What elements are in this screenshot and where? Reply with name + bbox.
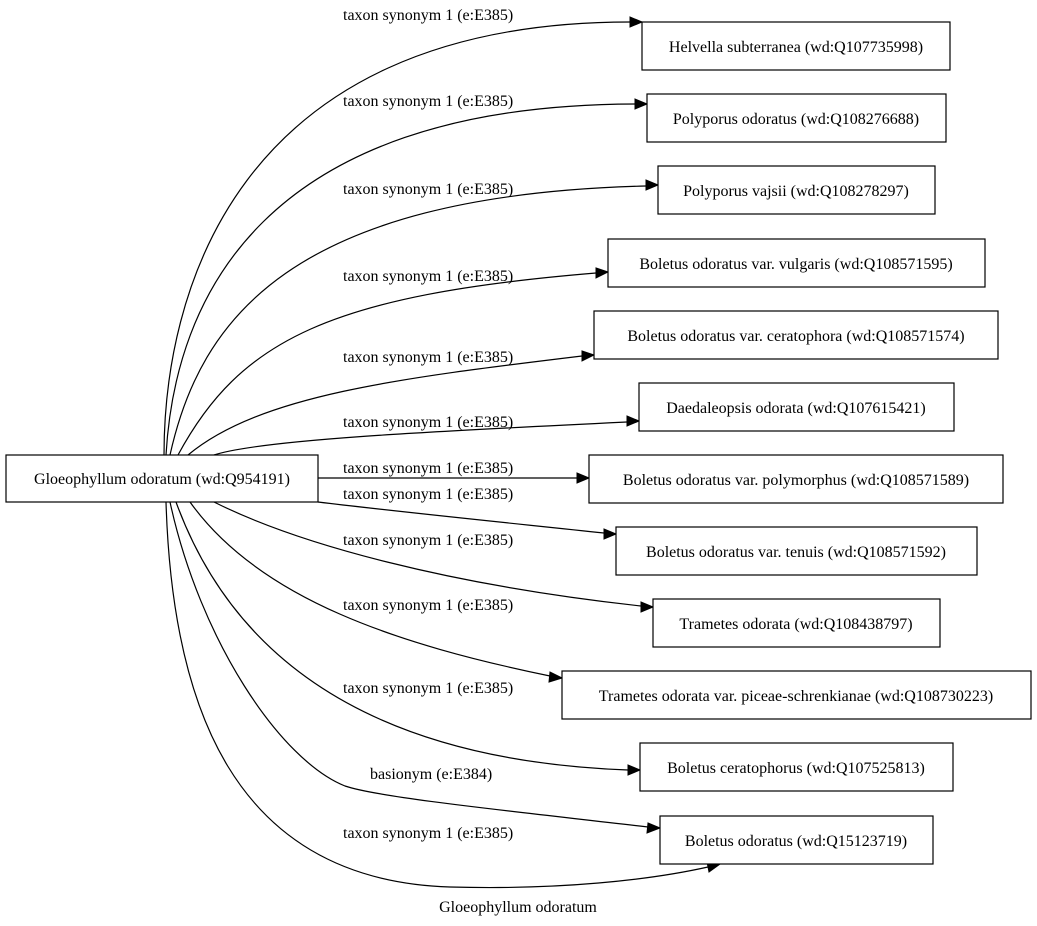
edge-line — [213, 501, 642, 607]
target-node: Boletus odoratus var. vulgaris (wd:Q1085… — [607, 238, 986, 288]
edge: taxon synonym 1 (e:E385) — [175, 501, 642, 776]
edge: taxon synonym 1 (e:E385) — [165, 93, 649, 456]
arrow-head — [645, 179, 660, 191]
node-label: Boletus odoratus (wd:Q15123719) — [685, 833, 907, 850]
edge-line — [169, 501, 649, 828]
node-box — [615, 526, 978, 576]
node-label: Boletus odoratus var. ceratophora (wd:Q1… — [627, 328, 964, 345]
target-node: Boletus odoratus (wd:Q15123719) — [659, 815, 934, 865]
edge-label: taxon synonym 1 (e:E385) — [343, 532, 513, 549]
edge-label: taxon synonym 1 (e:E385) — [343, 7, 513, 24]
edge: taxon synonym 1 (e:E385) — [187, 349, 596, 456]
node-label: Helvella subterranea (wd:Q107735998) — [669, 39, 923, 56]
edge: taxon synonym 1 (e:E385) — [213, 501, 655, 613]
node-label: Daedaleopsis odorata (wd:Q107615421) — [666, 400, 926, 417]
node-box — [5, 454, 319, 503]
edge-label: taxon synonym 1 (e:E385) — [343, 680, 513, 697]
node-box — [588, 454, 1004, 504]
edge: taxon synonym 1 (e:E385) — [169, 179, 660, 456]
arrow-head — [626, 415, 641, 427]
edge-line — [175, 501, 629, 771]
edge-line — [317, 501, 605, 534]
edge-label: taxon synonym 1 (e:E385) — [343, 597, 513, 614]
target-node: Daedaleopsis odorata (wd:Q107615421) — [638, 382, 955, 432]
arrow-head — [603, 528, 618, 540]
edge-line — [189, 501, 551, 677]
edge: taxon synonym 1 (e:E385) — [318, 460, 591, 484]
node-box — [593, 310, 999, 360]
arrow-head — [595, 267, 610, 279]
target-node: Boletus ceratophorus (wd:Q107525813) — [639, 742, 954, 792]
node-box — [641, 21, 951, 71]
node-label: Boletus odoratus var. polymorphus (wd:Q1… — [623, 472, 969, 489]
node-label: Gloeophyllum odoratum (wd:Q954191) — [34, 471, 290, 488]
node-box — [652, 598, 941, 648]
edge: taxon synonym 1 (e:E385) — [189, 501, 564, 683]
edge-label: taxon synonym 1 (e:E385) — [343, 825, 513, 842]
edge-label: basionym (e:E384) — [370, 766, 492, 783]
node-label: Polyporus odoratus (wd:Q108276688) — [673, 111, 919, 128]
edge: taxon synonym 1 (e:E385) — [317, 486, 618, 540]
node-label: Trametes odorata (wd:Q108438797) — [679, 616, 912, 633]
arrow-head — [640, 601, 655, 613]
edge-label: taxon synonym 1 (e:E385) — [343, 414, 513, 431]
node-box — [561, 670, 1032, 720]
edge-label: taxon synonym 1 (e:E385) — [343, 349, 513, 366]
graph-caption: Gloeophyllum odoratum — [439, 899, 597, 916]
node-label: Boletus odoratus var. tenuis (wd:Q108571… — [646, 544, 946, 561]
node-label: Trametes odorata var. piceae-schrenkiana… — [599, 688, 993, 705]
target-node: Boletus odoratus var. ceratophora (wd:Q1… — [593, 310, 999, 360]
edge-label: taxon synonym 1 (e:E385) — [343, 93, 513, 110]
target-node: Trametes odorata var. piceae-schrenkiana… — [561, 670, 1032, 720]
node-label: Boletus ceratophorus (wd:Q107525813) — [667, 760, 925, 777]
node-box — [607, 238, 986, 288]
arrow-head — [629, 16, 644, 28]
target-node: Boletus odoratus var. polymorphus (wd:Q1… — [588, 454, 1004, 504]
node-label: Polyporus vajsii (wd:Q108278297) — [683, 183, 909, 200]
edge-line — [177, 272, 597, 456]
arrow-head — [581, 350, 596, 362]
edge-line — [169, 185, 647, 456]
node-box — [657, 165, 936, 215]
node-box — [638, 382, 955, 432]
target-node: Polyporus odoratus (wd:Q108276688) — [646, 93, 947, 143]
edge-line — [165, 103, 636, 456]
edge: taxon synonym 1 (e:E385) — [177, 267, 610, 456]
edge-label: taxon synonym 1 (e:E385) — [343, 486, 513, 503]
edge-line — [213, 421, 628, 456]
node-box — [639, 742, 954, 792]
arrow-head — [646, 822, 662, 834]
target-node: Helvella subterranea (wd:Q107735998) — [641, 21, 951, 71]
node-label: Boletus odoratus var. vulgaris (wd:Q1085… — [639, 256, 952, 273]
arrow-head — [627, 764, 642, 776]
target-node: Polyporus vajsii (wd:Q108278297) — [657, 165, 936, 215]
node-box — [646, 93, 947, 143]
edge: basionym (e:E384) — [169, 501, 662, 834]
edge: taxon synonym 1 (e:E385) — [163, 7, 644, 456]
edge-line — [163, 21, 631, 456]
edge-label: taxon synonym 1 (e:E385) — [343, 460, 513, 477]
target-node: Boletus odoratus var. tenuis (wd:Q108571… — [615, 526, 978, 576]
target-node: Trametes odorata (wd:Q108438797) — [652, 598, 941, 648]
edge-line — [187, 355, 583, 456]
edge-label: taxon synonym 1 (e:E385) — [343, 268, 513, 285]
arrow-head — [634, 98, 649, 110]
arrow-head — [576, 472, 591, 484]
source-node: Gloeophyllum odoratum (wd:Q954191) — [5, 454, 319, 503]
edge: taxon synonym 1 (e:E385) — [213, 414, 641, 456]
edge-line — [165, 501, 709, 889]
node-box — [659, 815, 934, 865]
edge-label: taxon synonym 1 (e:E385) — [343, 181, 513, 198]
arrow-head — [548, 671, 564, 683]
